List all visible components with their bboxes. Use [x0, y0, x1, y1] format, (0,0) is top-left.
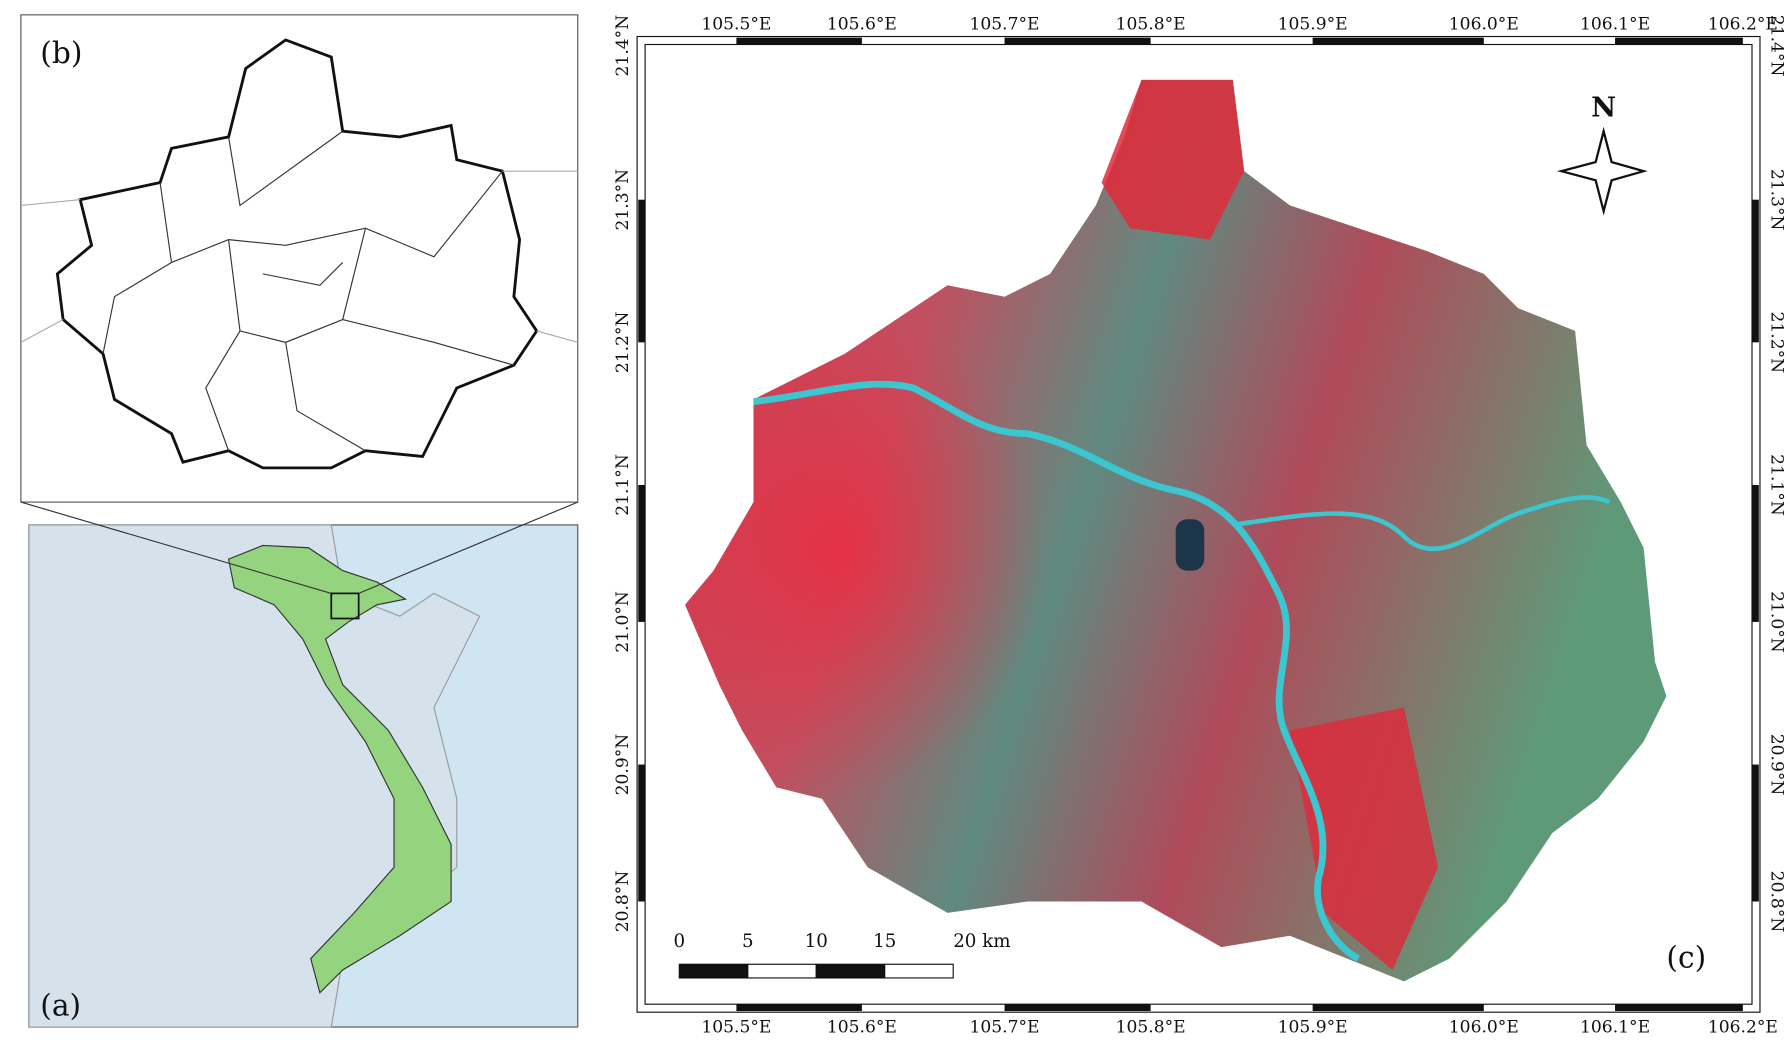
scale-label: 15	[873, 931, 896, 952]
frame-segment	[1615, 1004, 1743, 1012]
study-area-box	[330, 592, 360, 620]
lat-label: 20.8°N	[613, 871, 633, 933]
frame-segment	[1312, 1004, 1484, 1012]
lon-label: 105.8°E	[1116, 15, 1186, 35]
district-lines	[102, 130, 515, 452]
north-label: N	[1591, 91, 1616, 123]
frame-segment	[736, 1004, 862, 1012]
scale-label: 20 km	[953, 931, 1010, 952]
frame-segment	[1751, 199, 1759, 343]
scale-segment	[678, 963, 749, 979]
frame-segment	[1004, 37, 1151, 45]
vegetation	[685, 308, 1199, 913]
frame-segment	[638, 764, 646, 902]
vietnam	[227, 544, 452, 994]
scale-label: 5	[742, 931, 754, 952]
lat-label: 21.2°N	[1766, 312, 1786, 374]
scale-label: 0	[674, 931, 686, 952]
lon-label: 106.0°E	[1449, 15, 1519, 35]
panel-label: (c)	[1666, 940, 1706, 975]
lon-label: 105.9°E	[1278, 1018, 1348, 1038]
scale-label: 10	[805, 931, 828, 952]
frame-segment	[736, 37, 862, 45]
lon-label: 106.2°E	[1708, 15, 1778, 35]
panel-label: (a)	[40, 988, 81, 1023]
frame-segment	[1004, 1004, 1151, 1012]
lat-label: 20.8°N	[1766, 871, 1786, 933]
scale-segment	[747, 963, 817, 979]
lat-label: 20.9°N	[1766, 734, 1786, 796]
lon-label: 105.6°E	[827, 1018, 897, 1038]
lon-label: 106.1°E	[1580, 15, 1650, 35]
duong-river	[1232, 495, 1611, 551]
farmland	[1289, 707, 1439, 970]
frame-segment	[1751, 484, 1759, 622]
lon-label: 106.0°E	[1449, 1018, 1519, 1038]
frame-segment	[638, 484, 646, 622]
lon-label: 105.8°E	[1116, 1018, 1186, 1038]
outer-lines	[20, 170, 578, 343]
scale-segment	[884, 963, 954, 979]
panel-label: (b)	[40, 35, 82, 70]
zoom-lines	[20, 501, 578, 594]
lon-label: 106.1°E	[1580, 1018, 1650, 1038]
lat-label: 21.3°N	[1766, 169, 1786, 231]
lat-label: 21.0°N	[1766, 591, 1786, 653]
forest	[1101, 79, 1245, 240]
frame-segment	[638, 199, 646, 343]
lon-label: 105.5°E	[701, 1018, 771, 1038]
lon-label: 105.7°E	[970, 15, 1040, 35]
lat-label: 21.0°N	[613, 591, 633, 653]
panel-b-frame	[20, 14, 579, 503]
frame-segment	[1751, 764, 1759, 902]
lat-label: 21.2°N	[613, 312, 633, 374]
lon-label: 105.5°E	[701, 15, 771, 35]
frame-ticks	[638, 37, 1759, 1012]
lat-label: 20.9°N	[613, 734, 633, 796]
hanoi-boundary	[55, 38, 539, 470]
west-lake	[1175, 519, 1205, 571]
lat-label: 21.4°N	[1766, 15, 1786, 77]
lat-label: 21.4°N	[613, 15, 633, 77]
lat-label: 21.1°N	[1766, 454, 1786, 516]
scale-bar: 0 5 10 15 20 km	[674, 931, 1011, 979]
frame-segment	[1312, 37, 1484, 45]
scale-segment	[815, 963, 886, 979]
frame-segment	[1615, 37, 1743, 45]
north-arrow	[1556, 126, 1648, 216]
lon-label: 105.7°E	[970, 1018, 1040, 1038]
lon-label: 105.6°E	[827, 15, 897, 35]
lon-label: 105.9°E	[1278, 15, 1348, 35]
lon-label: 106.2°E	[1708, 1018, 1778, 1038]
lat-label: 21.3°N	[613, 169, 633, 231]
lat-label: 21.1°N	[613, 454, 633, 516]
